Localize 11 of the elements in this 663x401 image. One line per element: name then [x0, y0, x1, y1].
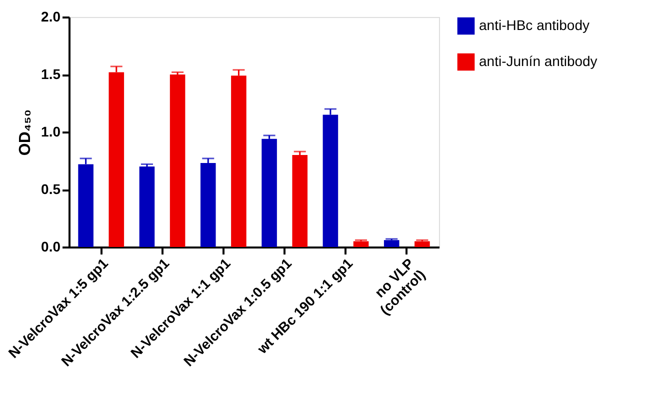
legend-label: anti-HBc antibody — [479, 17, 590, 33]
bar — [292, 155, 308, 247]
y-tick-label: 0.0 — [41, 238, 61, 254]
bar — [200, 163, 216, 247]
y-tick-label: 1.5 — [41, 66, 61, 82]
y-tick-label: 2.0 — [41, 8, 61, 24]
y-axis-title: OD₄₅₀ — [17, 109, 34, 156]
y-tick-label: 1.0 — [41, 124, 61, 140]
bar — [262, 138, 277, 247]
legend-label: anti-Junín antibody — [479, 53, 598, 69]
y-tick-label: 0.5 — [41, 181, 61, 197]
